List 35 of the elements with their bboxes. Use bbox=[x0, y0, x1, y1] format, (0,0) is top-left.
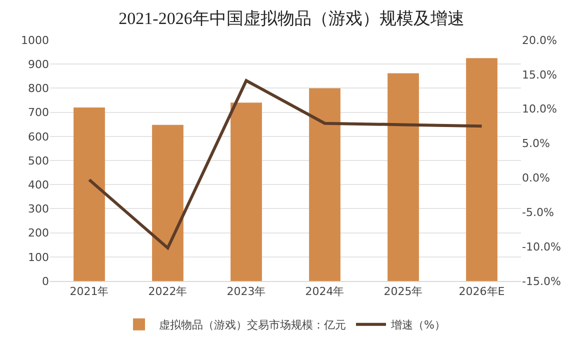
y-tick-label: 800 bbox=[28, 82, 49, 96]
legend-label: 虚拟物品（游戏）交易市场规模：亿元 bbox=[159, 318, 346, 332]
y-tick-label: 300 bbox=[28, 202, 49, 216]
bar bbox=[152, 124, 184, 281]
x-tick-label: 2021年 bbox=[70, 285, 109, 298]
y2-tick-label: 0.0% bbox=[522, 172, 550, 185]
x-tick-label: 2022年 bbox=[148, 285, 188, 298]
legend-label: 增速（%） bbox=[390, 318, 446, 332]
y-tick-label: 900 bbox=[28, 58, 49, 71]
bar bbox=[74, 107, 105, 281]
x-tick-label: 2026年E bbox=[458, 285, 505, 298]
y-tick-label: 500 bbox=[28, 154, 49, 168]
y-tick-label: 1000 bbox=[21, 34, 49, 47]
line-series bbox=[88, 79, 484, 250]
y2-tick-label: -5.0% bbox=[522, 206, 554, 219]
bar bbox=[309, 88, 340, 281]
y-tick-label: 100 bbox=[28, 250, 49, 264]
y-tick-label: 200 bbox=[28, 226, 49, 240]
bar bbox=[230, 102, 262, 281]
y2-tick-label: 15.0% bbox=[522, 68, 557, 82]
y-tick-label: 700 bbox=[28, 106, 49, 120]
bar bbox=[466, 58, 498, 281]
y2-tick-label: 10.0% bbox=[522, 102, 557, 116]
x-tick-label: 2024年 bbox=[305, 285, 344, 298]
y-tick-label: 0 bbox=[42, 274, 49, 288]
y-tick-label: 600 bbox=[28, 130, 49, 144]
y2-tick-label: 20.0% bbox=[522, 34, 557, 47]
y2-tick-label: 5.0% bbox=[522, 137, 550, 150]
bar bbox=[388, 73, 419, 281]
chart-title: 2021-2026年中国虚拟物品（游戏）规模及增速 bbox=[118, 9, 464, 28]
y-tick-label: 400 bbox=[28, 178, 49, 192]
x-tick-label: 2025年 bbox=[384, 285, 423, 298]
y2-tick-label: -10.0% bbox=[522, 240, 561, 254]
x-tick-label: 2023年 bbox=[226, 285, 266, 298]
y2-tick-label: -15.0% bbox=[522, 274, 561, 288]
